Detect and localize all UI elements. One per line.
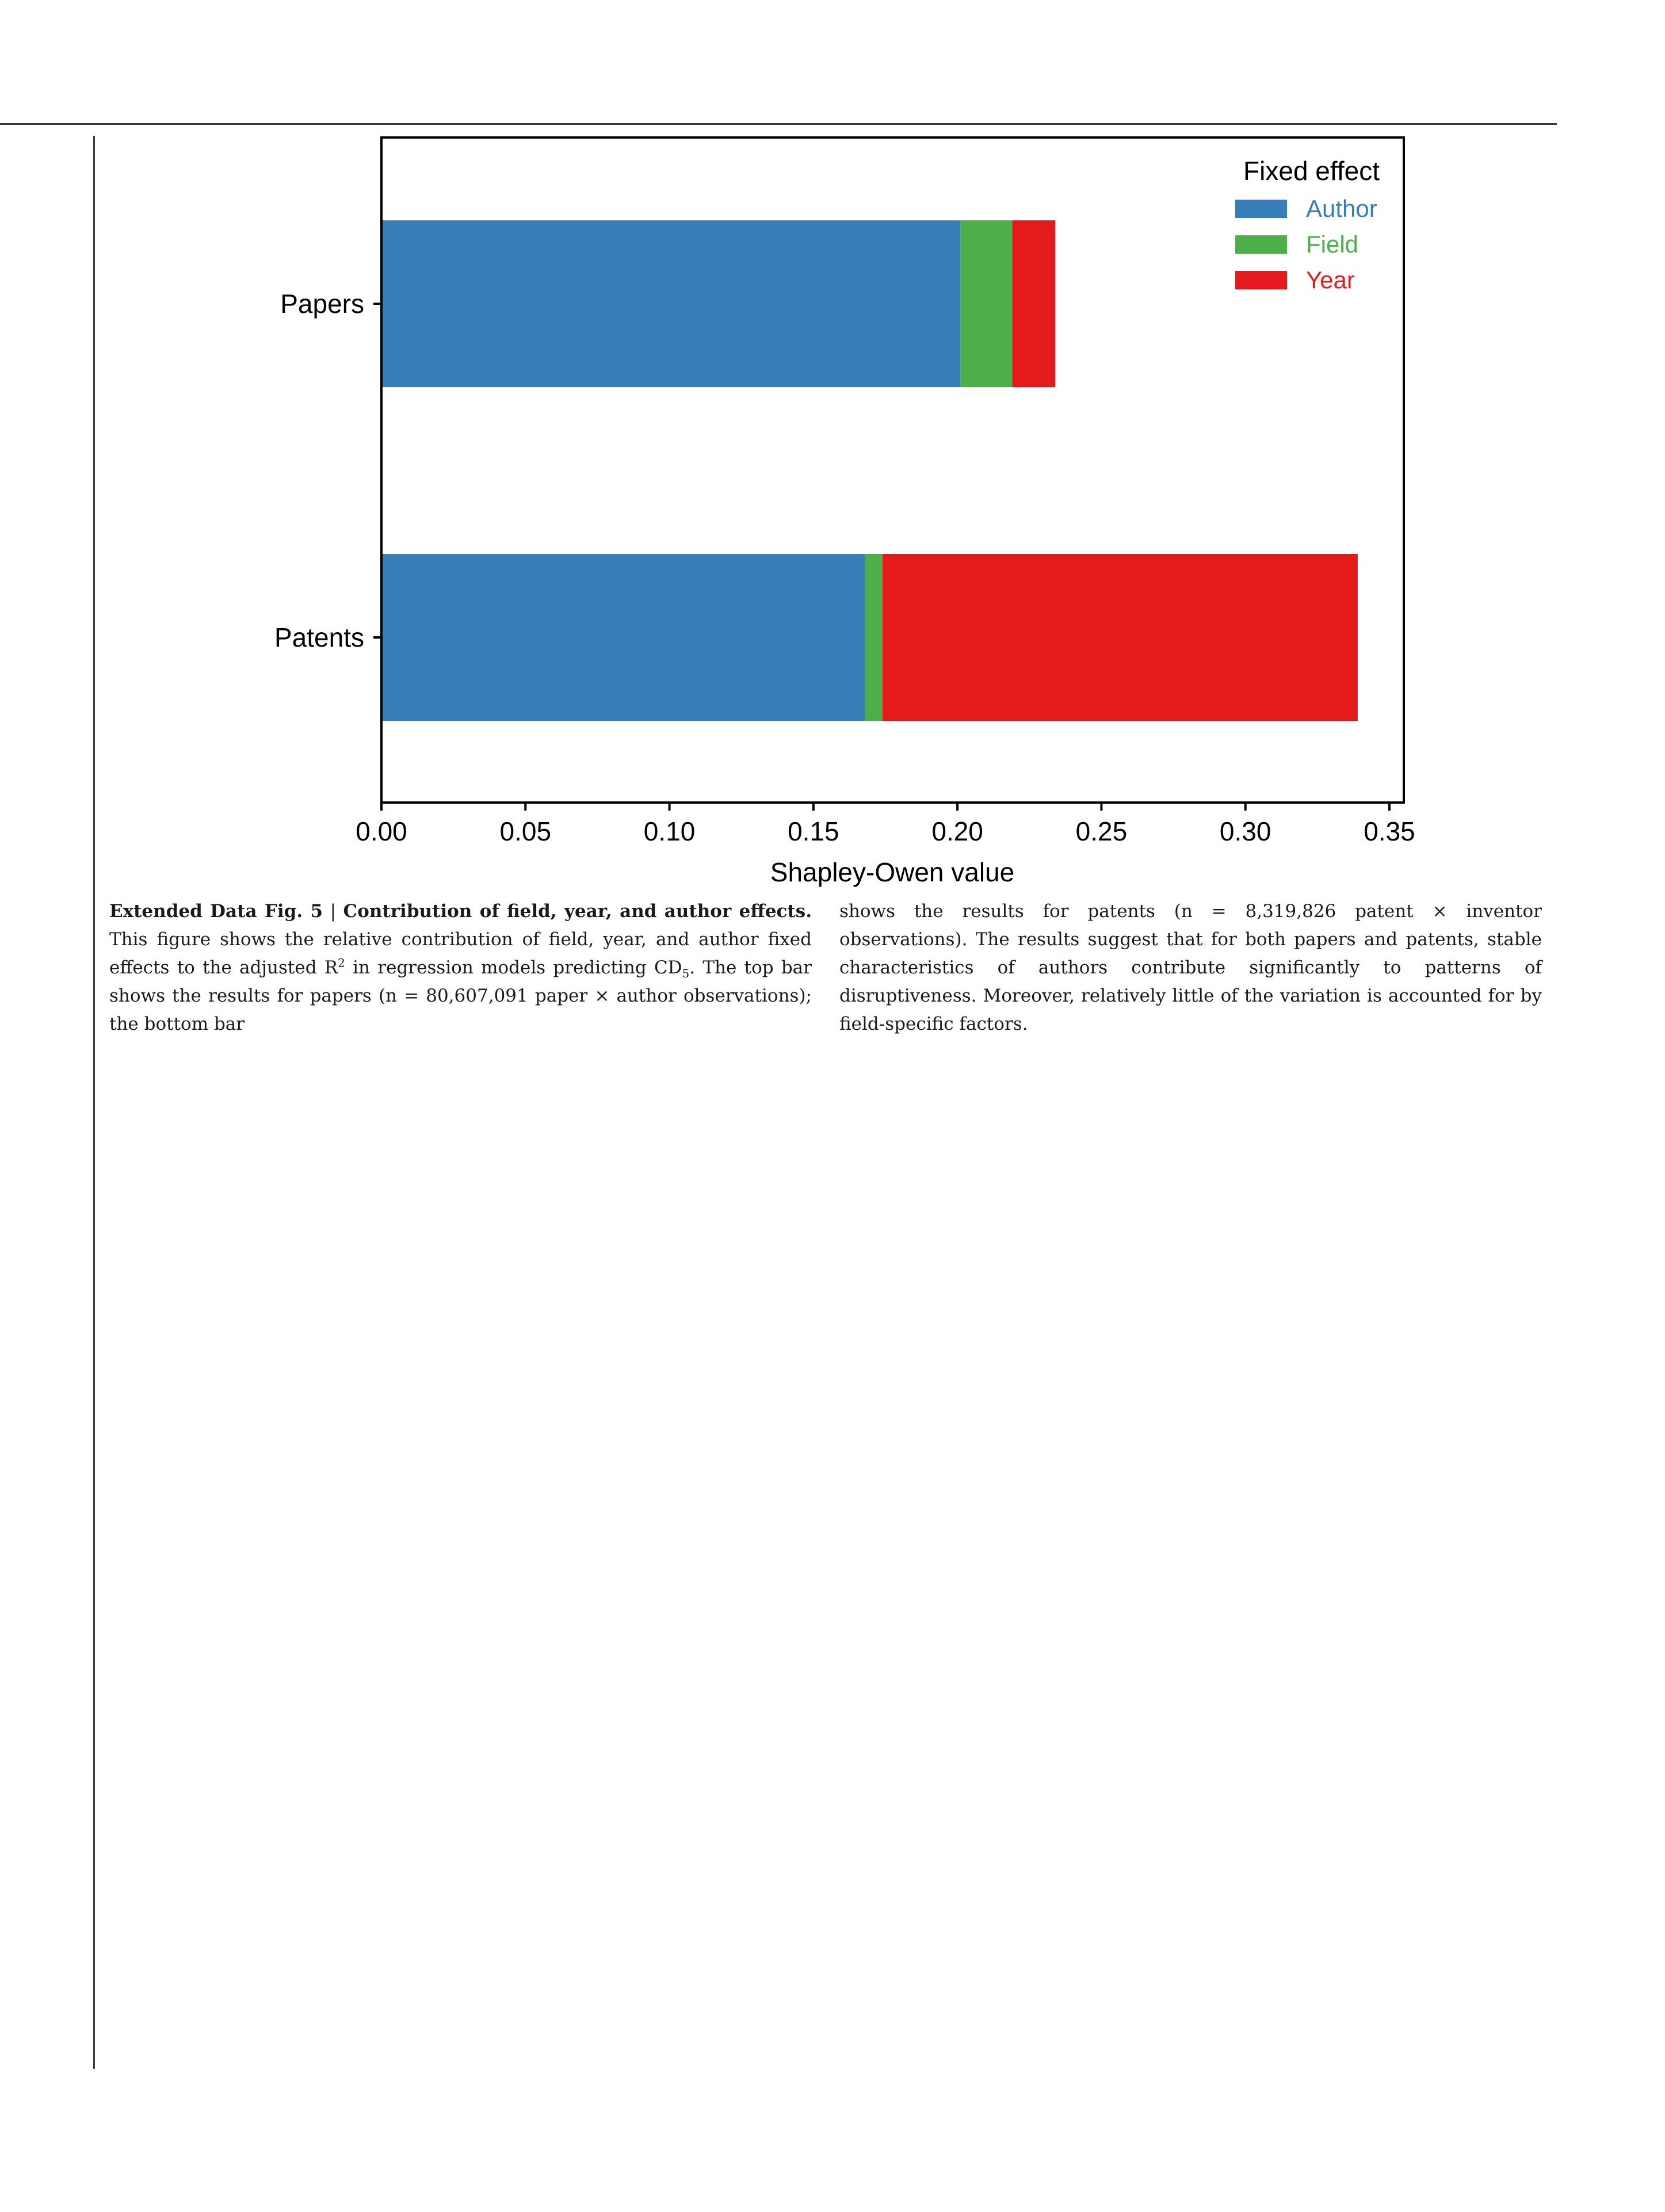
x-tick-label-0-15: 0.15 [788, 816, 839, 846]
caption-title: Contribution of field, year, and author … [343, 901, 812, 922]
legend-title: Fixed effect [1243, 156, 1380, 186]
caption-column-1: Extended Data Fig. 5 | Contribution of f… [109, 897, 812, 1038]
caption-column-2: shows the results for patents (n = 8,319… [839, 897, 1542, 1038]
caption-text-part2: in regression models predicting CD [345, 957, 682, 978]
page-top-rule [0, 123, 1557, 125]
x-tick-label-0-20: 0.20 [931, 816, 983, 846]
y-tick-label-patents: Patents [274, 622, 364, 652]
figure-caption: Extended Data Fig. 5 | Contribution of f… [109, 897, 1542, 1038]
y-tick-label-papers: Papers [280, 289, 364, 319]
page-left-rule [93, 136, 95, 2069]
legend-swatch-year [1235, 271, 1287, 289]
bar-papers-field [960, 220, 1013, 387]
legend-label-author: Author [1306, 195, 1377, 222]
caption-label: Extended Data Fig. 5 [109, 901, 323, 922]
bar-patents-author [381, 554, 865, 721]
caption-subscript: 5 [682, 966, 690, 981]
legend: Fixed effect Author Field Year [1235, 156, 1380, 293]
x-tick-label-0-05: 0.05 [500, 816, 552, 846]
legend-swatch-author [1235, 200, 1287, 218]
y-axis: Papers Patents [274, 289, 381, 652]
plot-frame [380, 136, 1405, 804]
caption-superscript: 2 [338, 956, 345, 970]
legend-label-year: Year [1306, 266, 1355, 293]
caption-text-part3: . The top bar shows the results for pape… [109, 957, 812, 1034]
x-axis-title: Shapley-Owen value [770, 857, 1014, 887]
x-tick-label-0-25: 0.25 [1076, 816, 1128, 846]
caption-text-part1: This figure shows the relative contribut… [109, 929, 812, 978]
x-axis: 0.00 0.05 0.10 0.15 0.20 0.25 0.30 0.35 [356, 803, 1415, 846]
legend-swatch-field [1235, 235, 1287, 254]
legend-label-field: Field [1306, 231, 1358, 258]
bar-papers-author [381, 220, 961, 387]
bar-patents-year [882, 554, 1358, 721]
caption-separator: | [330, 901, 337, 922]
x-tick-label-0-10: 0.10 [644, 816, 696, 846]
x-tick-label-0-35: 0.35 [1364, 816, 1415, 846]
bar-patents-field [865, 554, 883, 721]
x-tick-label-0-00: 0.00 [356, 816, 407, 846]
bar-papers-year [1012, 220, 1056, 387]
caption-text-col2: shows the results for patents (n = 8,319… [839, 901, 1542, 1034]
bars-layer [381, 220, 1358, 721]
x-tick-label-0-30: 0.30 [1220, 816, 1271, 846]
